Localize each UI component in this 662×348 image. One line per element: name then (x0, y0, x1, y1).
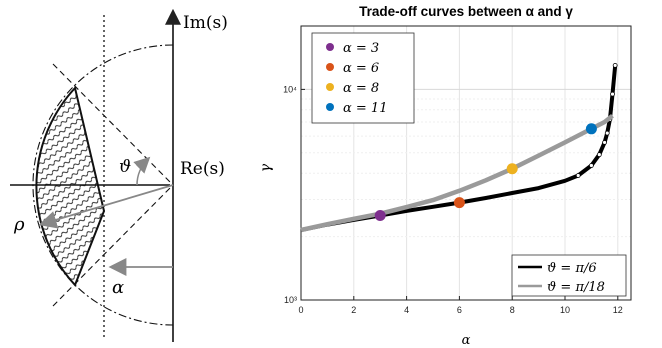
legend-marker-swatch (326, 63, 334, 71)
x-axis-label: α (462, 333, 471, 348)
series-point (612, 63, 618, 68)
sector-boundary-lower (52, 184, 174, 307)
angle-arc (133, 156, 151, 186)
series-point (575, 173, 581, 178)
x-tick-label: 2 (351, 305, 356, 315)
x-tick-label: 4 (404, 305, 409, 315)
marker-point (585, 123, 597, 135)
legend-marker-label: α = 6 (343, 61, 379, 76)
series-point (602, 140, 607, 145)
y-tick-label: 10⁴ (283, 84, 297, 94)
series-point (589, 163, 594, 168)
marker-point (506, 163, 518, 175)
shift-label: α (112, 277, 124, 298)
legend-marker-swatch (326, 43, 334, 51)
series-point (604, 130, 610, 136)
legend-marker-swatch (326, 103, 334, 111)
marker-point (453, 197, 465, 209)
chart-title: Trade-off curves between α and γ (359, 4, 573, 19)
x-tick-label: 6 (457, 305, 462, 315)
legend-marker-label: α = 8 (343, 81, 379, 96)
y-axis-label: γ (258, 163, 274, 172)
real-axis-label: Re(s) (180, 159, 225, 179)
imaginary-axis-label: Im(s) (183, 13, 228, 33)
angle-label: ϑ (119, 157, 131, 177)
x-tick-label: 0 (298, 305, 303, 315)
series-point (610, 91, 615, 97)
hatched-region (35, 85, 106, 287)
legend-line-label: ϑ = π/18 (547, 280, 605, 295)
markers-legend: α = 3 α = 6 α = 8 α = 11 (311, 32, 415, 124)
radius-arrow (38, 184, 174, 229)
sector-boundary-upper (52, 63, 174, 186)
plot-area-frame (300, 25, 632, 301)
legend-marker-label: α = 11 (343, 101, 387, 116)
legend-marker-label: α = 3 (343, 41, 379, 56)
x-tick-label: 8 (510, 305, 515, 315)
series-point (596, 152, 602, 158)
x-tick-label: 12 (613, 305, 623, 315)
marker-point (374, 209, 386, 221)
y-tick-label: 10³ (284, 295, 297, 305)
x-tick-label: 10 (560, 305, 570, 315)
legend-line-label: ϑ = π/6 (547, 261, 597, 276)
lines-legend: ϑ = π/6 ϑ = π/18 (511, 254, 627, 297)
legend-marker-swatch (326, 83, 334, 91)
radius-label: ρ (13, 214, 25, 235)
